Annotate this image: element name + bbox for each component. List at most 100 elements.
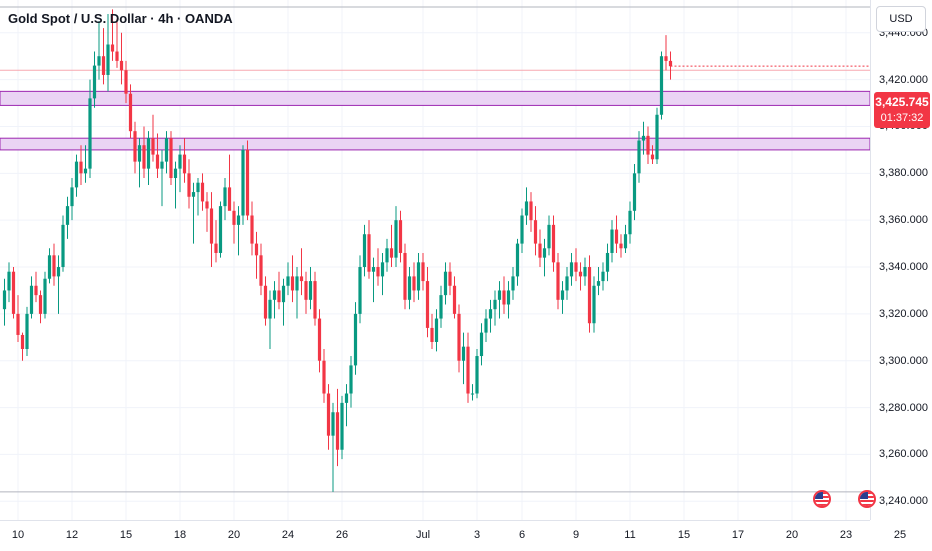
- candle-body: [322, 360, 326, 394]
- candle-body: [146, 138, 151, 169]
- candle-body: [556, 262, 560, 300]
- candle-body: [668, 60, 673, 67]
- chart-plot-area[interactable]: [0, 0, 901, 520]
- us-flag-event-icon[interactable]: [813, 490, 831, 508]
- candle-body: [470, 393, 475, 395]
- candle-body: [290, 276, 295, 291]
- candle-body: [434, 318, 439, 342]
- candle-body: [457, 313, 461, 361]
- candle-body: [142, 145, 146, 169]
- candle-body: [160, 161, 164, 169]
- date-tick-label: 17: [731, 529, 745, 541]
- chart-title: Gold Spot / U.S. Dollar · 4h · OANDA: [8, 11, 233, 26]
- candle-body: [484, 318, 488, 333]
- candle-body: [394, 220, 398, 258]
- candle-body: [106, 44, 110, 75]
- candle-body: [16, 313, 20, 335]
- candle-body: [214, 243, 218, 253]
- candle-body: [587, 267, 592, 324]
- candle-body: [151, 138, 155, 155]
- date-tick-label: 18: [173, 529, 187, 541]
- last-price-value: 3,425.745: [875, 95, 929, 109]
- candle-body: [155, 154, 160, 169]
- date-tick-label: 6: [518, 529, 526, 541]
- candle-body: [511, 276, 515, 291]
- candle-body: [349, 365, 353, 394]
- candle-body: [128, 93, 133, 132]
- candle-body: [295, 276, 299, 291]
- candle-body: [353, 313, 358, 366]
- candle-body: [133, 131, 137, 162]
- candle-body: [200, 182, 205, 202]
- candle-body: [430, 327, 434, 342]
- candle-body: [506, 290, 511, 305]
- candle-body: [659, 56, 664, 115]
- candle-body: [398, 220, 403, 253]
- candle-body: [304, 281, 308, 300]
- candle-body: [632, 173, 637, 211]
- candle-body: [119, 60, 124, 71]
- candle-body: [421, 262, 425, 282]
- candle-body: [268, 299, 272, 319]
- date-tick-label: 3: [473, 529, 481, 541]
- date-tick-label: 10: [11, 529, 25, 541]
- candle-body: [601, 271, 605, 282]
- candle-body: [196, 182, 200, 193]
- candle-body: [331, 412, 335, 436]
- price-tick-label: 3,340.000: [879, 261, 928, 274]
- candle-body: [38, 295, 43, 314]
- support-resistance-zone: [0, 137, 871, 151]
- date-tick-label: Jul: [415, 529, 431, 541]
- candle-body: [574, 262, 578, 272]
- candle-body: [623, 234, 628, 249]
- candle-body: [277, 290, 281, 303]
- candle-body: [610, 229, 614, 253]
- candle-body: [317, 318, 322, 361]
- candle-body: [412, 276, 416, 291]
- candle-body: [520, 215, 524, 244]
- candle-body: [371, 267, 376, 272]
- candle-body: [650, 154, 655, 160]
- candle-body: [272, 290, 277, 300]
- candle-body: [326, 393, 331, 436]
- candle-body: [223, 187, 227, 207]
- candle-body: [65, 206, 70, 225]
- candle-body: [209, 208, 214, 244]
- time-scale[interactable]: 10 12 15 18 20 24 26 Jul 3 6 9 11 15 17 20 23 25: [0, 520, 906, 551]
- candle-body: [110, 44, 115, 52]
- price-scale[interactable]: 3,440.0003,420.0003,400.0003,380.0003,36…: [870, 0, 932, 520]
- date-tick-label: 15: [119, 529, 133, 541]
- candle-body: [241, 149, 245, 216]
- candle-body: [389, 248, 394, 258]
- currency-button[interactable]: USD: [876, 6, 926, 32]
- price-tick-label: 3,300.000: [879, 354, 928, 367]
- candle-body: [655, 114, 659, 160]
- date-tick-label: 25: [893, 529, 907, 541]
- candle-body: [61, 224, 65, 268]
- candle-body: [448, 271, 452, 286]
- candle-body: [461, 346, 466, 361]
- candle-body: [538, 243, 542, 258]
- candle-body: [88, 98, 92, 169]
- candle-body: [115, 51, 119, 61]
- candle-body: [340, 402, 344, 450]
- date-tick-label: 24: [281, 529, 295, 541]
- candle-body: [218, 206, 223, 253]
- candle-body: [475, 356, 479, 394]
- candlestick-chart[interactable]: [0, 0, 901, 520]
- date-tick-label: 12: [65, 529, 79, 541]
- date-tick-label: 15: [677, 529, 691, 541]
- candle-body: [2, 290, 7, 310]
- candle-body: [74, 161, 79, 188]
- candle-body: [664, 56, 668, 61]
- candle-body: [452, 285, 457, 314]
- us-flag-event-icon[interactable]: [858, 490, 876, 508]
- candle-body: [236, 215, 241, 225]
- price-tick-label: 3,240.000: [879, 495, 928, 508]
- candle-body: [173, 168, 178, 179]
- candle-body: [29, 285, 34, 314]
- candle-body: [164, 138, 169, 162]
- candle-body: [34, 285, 38, 296]
- candle-body: [182, 154, 187, 174]
- candle-body: [641, 135, 646, 141]
